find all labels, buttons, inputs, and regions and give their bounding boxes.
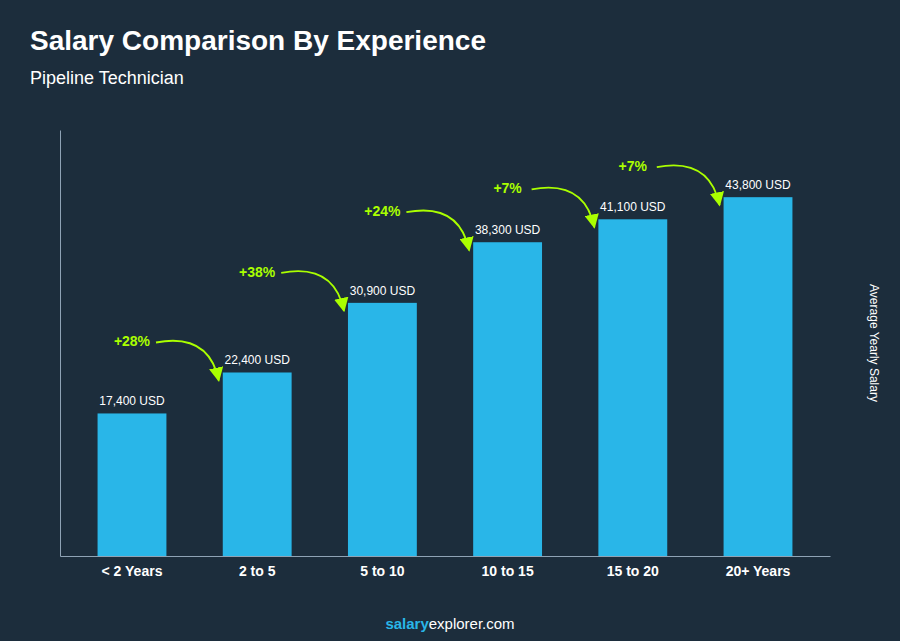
- bar: [473, 242, 542, 556]
- x-tick: < 2 Years: [102, 563, 163, 579]
- title: Salary Comparison By Experience: [30, 25, 486, 56]
- data-labels: 17,400 USD 22,400 USD 30,900 USD 38,300 USD…: [99, 178, 791, 408]
- bars: [98, 197, 793, 556]
- subtitle: Pipeline Technician: [30, 68, 184, 88]
- annotation: +38%: [239, 264, 276, 280]
- annotation-arrow: [406, 211, 469, 251]
- annotation-arrow: [532, 188, 595, 228]
- y-axis-line: [60, 131, 61, 557]
- bar: [598, 219, 667, 556]
- bar: [223, 372, 292, 556]
- x-tick-label: 20+ Years: [726, 563, 791, 579]
- data-label: 38,300 USD: [475, 223, 541, 237]
- data-label: 30,900 USD: [350, 284, 416, 298]
- plot: < 2 Years 2 to 5 5 to 10 10 to 15 15 to 20 20…: [61, 131, 831, 579]
- x-axis: < 2 Years 2 to 5 5 to 10 10 to 15 15 to 20 20…: [61, 557, 831, 579]
- annotation: +28%: [114, 333, 151, 349]
- annotation-arrow: [281, 271, 344, 311]
- background: [0, 0, 900, 641]
- annotation: +7%: [619, 158, 648, 174]
- footer-part: salary: [385, 615, 429, 632]
- data-label: 43,800 USD: [725, 178, 791, 192]
- x-axis-line: [61, 556, 831, 557]
- x-tick: 15 to 20: [607, 563, 659, 579]
- x-tick-label: < 2 Years: [102, 563, 163, 579]
- bar: [98, 413, 167, 556]
- x-tick: 20+ Years: [726, 563, 791, 579]
- y-axis: [60, 131, 61, 557]
- y-axis-title: Average Yearly Salary: [867, 284, 881, 402]
- annotation-arrow: [156, 341, 219, 381]
- x-tick-label: 2 to 5: [239, 563, 276, 579]
- bar: [348, 303, 417, 556]
- x-tick-label: 10 to 15: [482, 563, 534, 579]
- x-tick: 5 to 10: [360, 563, 405, 579]
- annotation-arrow: [657, 165, 720, 205]
- x-tick: 10 to 15: [482, 563, 534, 579]
- annotation: +24%: [364, 203, 401, 219]
- annotations: +28% +38% +24% +7% +7%: [114, 158, 720, 381]
- data-label: 17,400 USD: [99, 394, 165, 408]
- data-label: 22,400 USD: [225, 353, 291, 367]
- x-tick-label: 5 to 10: [360, 563, 405, 579]
- x-tick-label: 15 to 20: [607, 563, 659, 579]
- data-label: 41,100 USD: [600, 200, 666, 214]
- x-tick: 2 to 5: [239, 563, 276, 579]
- annotation: +7%: [493, 180, 522, 196]
- footer-part: explorer.com: [429, 615, 515, 632]
- bar: [724, 197, 793, 556]
- footer: salaryexplorer.com: [385, 615, 514, 632]
- chart: < 2 Years 2 to 5 5 to 10 10 to 15 15 to 20 20…: [0, 0, 900, 641]
